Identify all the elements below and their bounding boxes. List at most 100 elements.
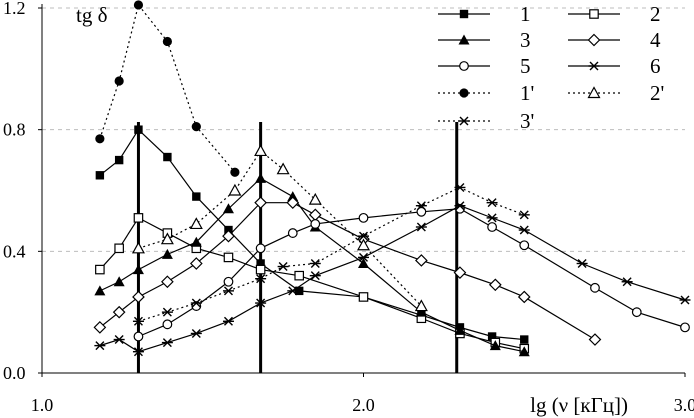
asterisk-stroke: [589, 61, 599, 71]
asterisk-stroke: [223, 286, 233, 296]
data-point: [255, 172, 267, 183]
data-point: [680, 322, 690, 333]
data-point: [132, 316, 144, 326]
data-point: [520, 335, 529, 344]
data-point: [590, 282, 600, 293]
data-point: [459, 61, 469, 71]
asterisk-stroke: [310, 259, 320, 268]
data-point: [358, 212, 369, 223]
data-point: [222, 286, 234, 296]
legend-label: 2: [650, 2, 661, 26]
data-point: [576, 259, 588, 268]
data-point: [631, 307, 642, 318]
data-point: [190, 328, 202, 338]
data-point: [519, 240, 530, 251]
data-point: [358, 292, 369, 302]
data-point: [190, 298, 202, 308]
data-point: [94, 285, 106, 296]
data-point: [295, 286, 304, 296]
data-point: [415, 306, 427, 317]
asterisk-stroke: [162, 307, 172, 317]
data-point: [134, 125, 143, 134]
data-point: [488, 278, 502, 292]
data-point: [228, 183, 242, 196]
data-point: [414, 299, 428, 312]
data-point: [191, 301, 202, 311]
data-point: [113, 335, 125, 345]
data-point: [415, 254, 428, 267]
legend-label: 6: [650, 54, 661, 78]
asterisk-stroke: [288, 286, 298, 296]
data-point: [132, 290, 145, 304]
data-point: [487, 222, 498, 232]
legend-item: 1: [438, 2, 531, 26]
x-tick-label: 2.0: [352, 395, 375, 415]
data-point: [192, 192, 201, 201]
data-point: [255, 298, 267, 308]
data-point: [287, 286, 299, 296]
chart-gridlines: [42, 7, 685, 252]
series-9: [132, 182, 530, 326]
asterisk-stroke: [519, 225, 529, 235]
data-point: [94, 341, 106, 351]
data-point: [93, 321, 107, 334]
data-point: [222, 316, 234, 326]
asterisk-stroke: [256, 274, 266, 284]
asterisk-stroke: [459, 116, 469, 126]
data-point: [486, 213, 498, 223]
legend-label: 3: [520, 28, 531, 52]
series-7: [95, 0, 240, 177]
data-point: [356, 238, 371, 251]
legend-item: 2: [568, 2, 661, 26]
data-point: [223, 252, 234, 263]
asterisk-stroke: [133, 316, 143, 326]
asterisk-stroke: [278, 262, 288, 272]
data-point: [191, 122, 201, 132]
legend-item: 3: [438, 28, 531, 52]
data-point: [222, 229, 235, 243]
asterisk-stroke: [577, 259, 587, 268]
series-5: [133, 203, 690, 342]
series-line: [99, 3, 236, 173]
data-point: [454, 182, 466, 192]
legend-item: 3': [438, 109, 534, 133]
y-tick-label: 0.4: [3, 241, 26, 261]
data-point: [517, 290, 531, 304]
legend-item: 6: [568, 54, 661, 78]
data-point: [308, 192, 322, 205]
data-point: [255, 274, 267, 284]
data-point: [256, 259, 265, 268]
data-point: [132, 347, 144, 357]
data-point: [287, 228, 298, 238]
data-point: [458, 116, 470, 126]
data-point: [454, 201, 466, 211]
data-point: [621, 277, 633, 287]
data-point: [416, 206, 427, 217]
y-axis-title: tg δ: [76, 3, 108, 27]
data-point: [309, 259, 321, 268]
data-point: [518, 225, 530, 235]
series-4: [93, 196, 602, 346]
asterisk-stroke: [455, 182, 465, 192]
data-point: [487, 332, 497, 341]
data-point: [113, 276, 125, 287]
asterisk-stroke: [256, 298, 266, 308]
series-line: [138, 186, 525, 322]
data-point: [114, 76, 124, 86]
legend-item: 4: [568, 28, 661, 52]
asterisk-stroke: [191, 298, 201, 308]
series-line: [99, 202, 596, 341]
data-point: [95, 171, 105, 180]
data-point: [95, 264, 105, 275]
legend-label: 5: [520, 54, 531, 78]
x-tick-label: 1.0: [31, 395, 54, 415]
y-tick-label: 0.8: [3, 120, 26, 140]
data-point: [358, 252, 369, 262]
data-point: [415, 222, 427, 232]
data-point: [163, 152, 172, 162]
asterisk-stroke: [416, 222, 426, 232]
legend-label: 4: [650, 28, 661, 52]
series-line: [138, 208, 686, 338]
data-point: [415, 201, 427, 211]
